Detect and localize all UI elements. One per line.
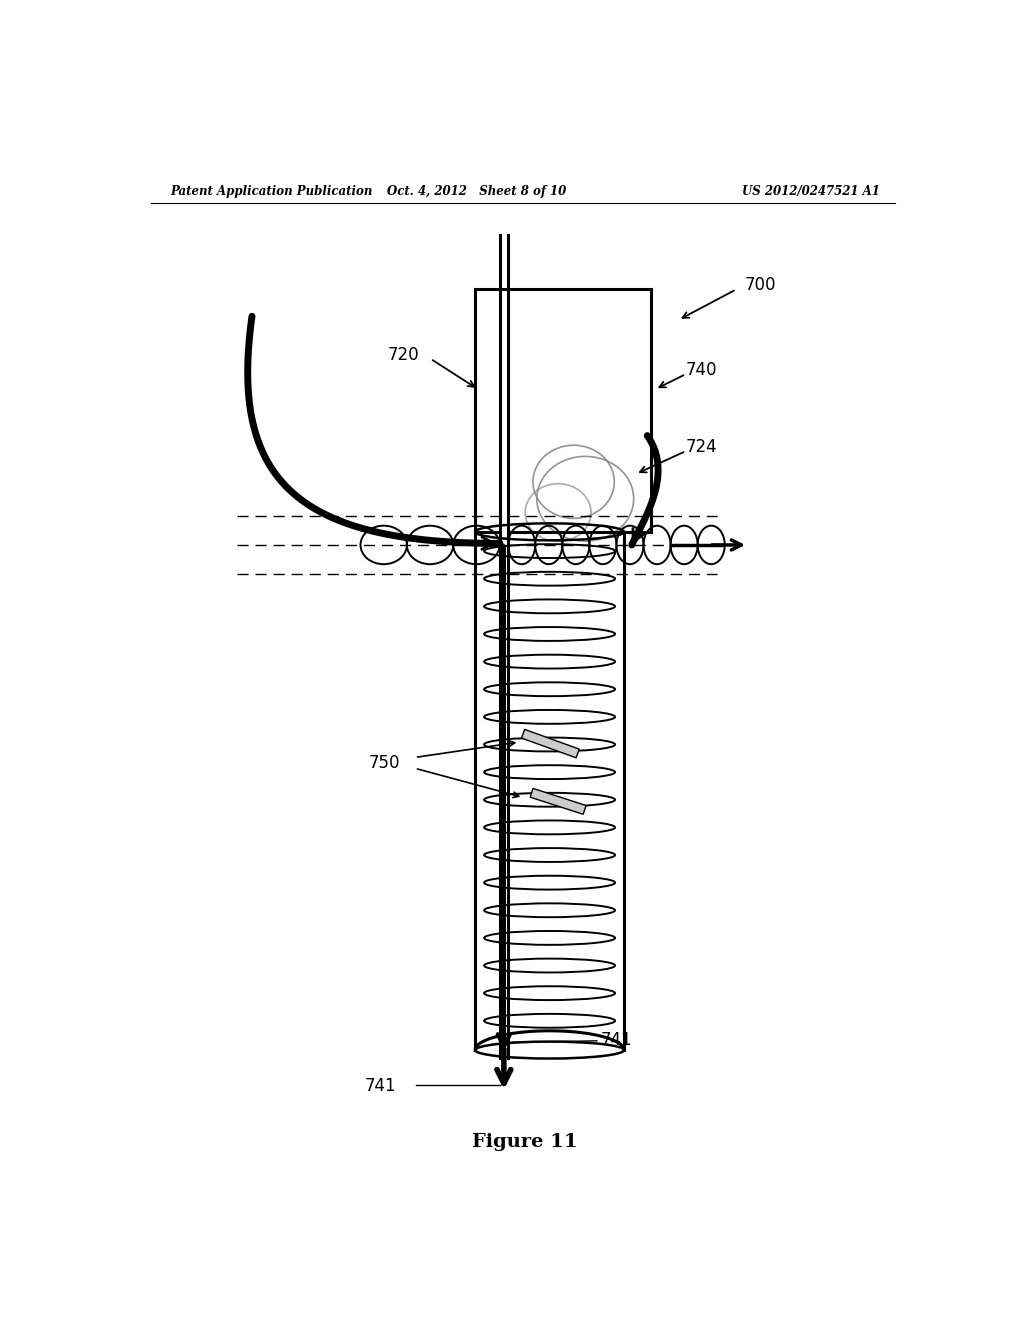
Text: 720: 720: [388, 346, 419, 364]
Text: 750: 750: [369, 754, 399, 772]
Text: 741: 741: [365, 1077, 396, 1096]
Text: 700: 700: [744, 276, 775, 294]
Text: Patent Application Publication: Patent Application Publication: [171, 185, 373, 198]
Text: 740: 740: [686, 362, 718, 379]
Text: Oct. 4, 2012   Sheet 8 of 10: Oct. 4, 2012 Sheet 8 of 10: [387, 185, 566, 198]
Polygon shape: [521, 730, 580, 758]
Text: US 2012/0247521 A1: US 2012/0247521 A1: [741, 185, 880, 198]
Text: Figure 11: Figure 11: [472, 1134, 578, 1151]
Text: 724: 724: [686, 438, 718, 457]
Text: 741: 741: [601, 1031, 633, 1049]
Polygon shape: [530, 788, 586, 814]
